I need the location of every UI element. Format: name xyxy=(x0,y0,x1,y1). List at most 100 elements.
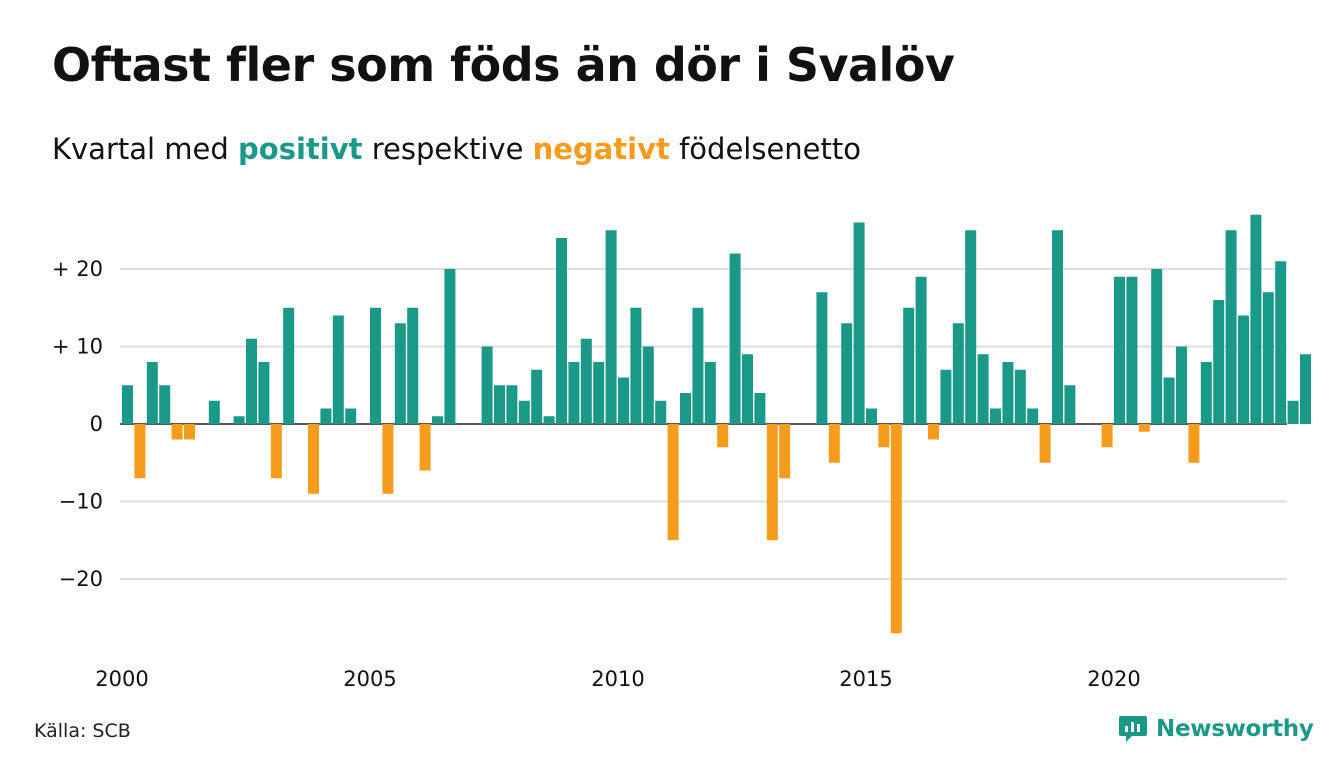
bar-2013Q1 xyxy=(766,424,778,541)
bar-2012Q3 xyxy=(742,354,753,424)
bar-2004Q1 xyxy=(320,408,332,424)
bar-2011Q4 xyxy=(704,362,716,424)
bar-2020Q2 xyxy=(1126,276,1138,424)
bar-2016Q2 xyxy=(928,424,939,440)
bar-2010Q3 xyxy=(642,346,654,424)
bar-2014Q2 xyxy=(828,424,840,463)
brand-name: Newsworthy xyxy=(1156,716,1314,742)
bar-2015Q1 xyxy=(866,408,877,424)
bar-2022Q2 xyxy=(1225,230,1237,424)
bar-2000Q4 xyxy=(159,385,171,424)
bar-2009Q1 xyxy=(568,362,580,424)
y-tick-label: + 10 xyxy=(52,335,103,359)
subtitle-prefix: Kvartal med xyxy=(52,132,229,166)
bar-2000Q1 xyxy=(122,385,133,424)
bar-2006Q1 xyxy=(419,424,431,471)
bar-2012Q4 xyxy=(754,393,766,424)
bar-2000Q3 xyxy=(146,362,158,424)
bar-2019Q1 xyxy=(1064,385,1076,424)
y-tick-label: −10 xyxy=(59,490,103,514)
bar-2005Q4 xyxy=(407,307,419,424)
chart-subtitle: Kvartal med positivt respektive negativt… xyxy=(52,132,861,166)
bar-2023Q2 xyxy=(1275,261,1287,424)
y-tick-label: −20 xyxy=(59,567,103,591)
bar-2013Q2 xyxy=(779,424,791,479)
bar-2008Q2 xyxy=(531,369,543,424)
subtitle-negative-label: negativt xyxy=(532,132,670,166)
x-tick-label: 2000 xyxy=(95,667,148,691)
bar-chart: + 20 + 10 0 −10 −20 2000 2005 2010 2015 2020 xyxy=(52,214,1311,691)
bar-2006Q3 xyxy=(444,269,456,424)
bar-2001Q4 xyxy=(208,400,220,424)
x-tick-label: 2020 xyxy=(1087,667,1140,691)
bar-2014Q1 xyxy=(816,292,828,424)
bar-2019Q4 xyxy=(1101,424,1113,448)
bar-2021Q1 xyxy=(1163,377,1175,424)
bar-2008Q3 xyxy=(543,416,555,424)
bar-2009Q2 xyxy=(580,338,592,424)
newsworthy-logo-icon xyxy=(1119,716,1147,742)
y-tick-label: 0 xyxy=(90,412,103,436)
bar-2017Q3 xyxy=(990,408,1001,424)
bar-2012Q2 xyxy=(729,253,741,424)
bar-2002Q2 xyxy=(233,416,245,424)
subtitle-suffix: födelsenetto xyxy=(679,132,861,166)
bar-undefined xyxy=(1287,400,1299,424)
bar-2003Q1 xyxy=(270,424,282,479)
bar-2011Q3 xyxy=(692,307,704,424)
bar-2015Q2 xyxy=(878,424,890,448)
bar-2016Q3 xyxy=(940,369,952,424)
bar-2008Q4 xyxy=(556,238,567,424)
bar-2021Q3 xyxy=(1188,424,1200,463)
bar-2002Q4 xyxy=(258,362,270,424)
bar-2005Q3 xyxy=(394,323,406,424)
brand-logo: Newsworthy xyxy=(1118,714,1314,744)
bar-2021Q2 xyxy=(1176,346,1187,424)
bar-2015Q4 xyxy=(903,307,915,424)
bar-2021Q4 xyxy=(1200,362,1212,424)
bar-2017Q2 xyxy=(977,354,989,424)
bar-2002Q3 xyxy=(246,338,257,424)
bar-2018Q2 xyxy=(1027,408,1039,424)
bar-2011Q2 xyxy=(680,393,691,424)
bar-2008Q1 xyxy=(518,400,530,424)
bar-2004Q3 xyxy=(345,408,357,424)
bar-2001Q1 xyxy=(171,424,183,440)
bar-2007Q4 xyxy=(506,385,518,424)
bar-undefined xyxy=(1300,354,1311,424)
bar-2004Q2 xyxy=(332,315,344,424)
bar-2016Q1 xyxy=(915,276,927,424)
bar-2010Q2 xyxy=(630,307,642,424)
bar-2017Q1 xyxy=(965,230,977,424)
bar-2007Q2 xyxy=(481,346,493,424)
bar-2022Q4 xyxy=(1250,214,1262,424)
bar-2007Q3 xyxy=(494,385,505,424)
bar-2023Q1 xyxy=(1262,292,1274,424)
bar-2022Q3 xyxy=(1238,315,1249,424)
bar-2015Q3 xyxy=(890,424,902,634)
bar-2005Q1 xyxy=(370,307,381,424)
bar-2009Q4 xyxy=(605,230,617,424)
bar-2018Q1 xyxy=(1014,369,1026,424)
bar-2005Q2 xyxy=(382,424,394,494)
bar-2012Q1 xyxy=(717,424,729,448)
x-tick-label: 2010 xyxy=(591,667,644,691)
bar-2014Q4 xyxy=(853,222,865,424)
chart-title: Oftast fler som föds än dör i Svalöv xyxy=(52,38,955,92)
x-tick-label: 2015 xyxy=(839,667,892,691)
bar-2006Q2 xyxy=(432,416,443,424)
bar-2014Q3 xyxy=(841,323,853,424)
bar-2018Q3 xyxy=(1039,424,1051,463)
bar-layer xyxy=(122,214,1311,634)
bar-2016Q4 xyxy=(952,323,964,424)
bar-2003Q4 xyxy=(308,424,319,494)
bar-2018Q4 xyxy=(1052,230,1063,424)
subtitle-positive-label: positivt xyxy=(238,132,363,166)
bar-2011Q1 xyxy=(667,424,679,541)
bar-2020Q1 xyxy=(1114,276,1125,424)
y-tick-label: + 20 xyxy=(52,257,103,281)
bar-2017Q4 xyxy=(1002,362,1014,424)
axis-layer: + 20 + 10 0 −10 −20 2000 2005 2010 2015 2020 xyxy=(52,257,1141,691)
subtitle-middle: respektive xyxy=(371,132,524,166)
bar-2010Q4 xyxy=(655,400,667,424)
